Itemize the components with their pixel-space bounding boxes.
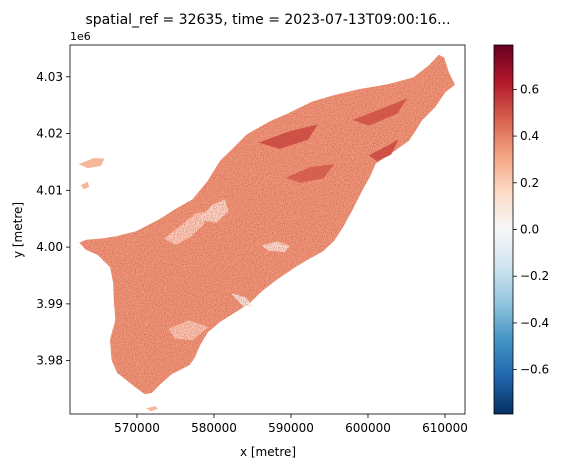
y-tick-label: 4.02 — [36, 127, 63, 141]
y-tick-label: 3.98 — [36, 354, 63, 368]
y-offset-label: 1e6 — [70, 30, 91, 43]
y-tick-label: 4.01 — [36, 183, 63, 197]
x-tick-label: 610000 — [422, 421, 468, 435]
plot-frame — [69, 44, 466, 415]
colorbar-tick-label: −0.6 — [520, 363, 549, 377]
x-axis-label: x [metre] — [240, 445, 296, 459]
colorbar-gradient — [493, 44, 514, 415]
x-axis: 570000 580000 590000 600000 610000 — [114, 414, 468, 435]
x-tick-label: 570000 — [114, 421, 160, 435]
colorbar-tick-label: 0.4 — [520, 129, 539, 143]
islet-2 — [80, 181, 90, 190]
chart-title: spatial_ref = 32635, time = 2023-07-13T0… — [85, 12, 450, 28]
colorbar-ticks: −0.6 −0.4 −0.2 0.0 0.2 0.4 0.6 — [513, 82, 549, 377]
raster-layer — [78, 54, 455, 412]
plot-area — [78, 54, 455, 412]
x-tick-label: 580000 — [191, 421, 237, 435]
colorbar-tick-label: −0.2 — [520, 269, 549, 283]
colorbar-tick-label: 0.2 — [520, 176, 539, 190]
colorbar-tick-label: 0.6 — [520, 82, 539, 96]
y-tick-label: 4.03 — [36, 70, 63, 84]
islet-1 — [78, 158, 105, 169]
y-tick-label: 3.99 — [36, 297, 63, 311]
x-tick-label: 600000 — [345, 421, 391, 435]
y-tick-label: 4.00 — [36, 240, 63, 254]
colorbar-tick-label: −0.4 — [520, 316, 549, 330]
colorbar-tick-label: 0.0 — [520, 223, 539, 237]
islet-0 — [146, 406, 158, 412]
island-texture — [79, 54, 455, 395]
y-axis-label: y [metre] — [11, 202, 25, 258]
colorbar: −0.6 −0.4 −0.2 0.0 0.2 0.4 0.6 — [493, 44, 549, 415]
y-axis: 3.98 3.99 4.00 4.01 4.02 4.03 — [36, 70, 70, 368]
x-tick-label: 590000 — [268, 421, 314, 435]
